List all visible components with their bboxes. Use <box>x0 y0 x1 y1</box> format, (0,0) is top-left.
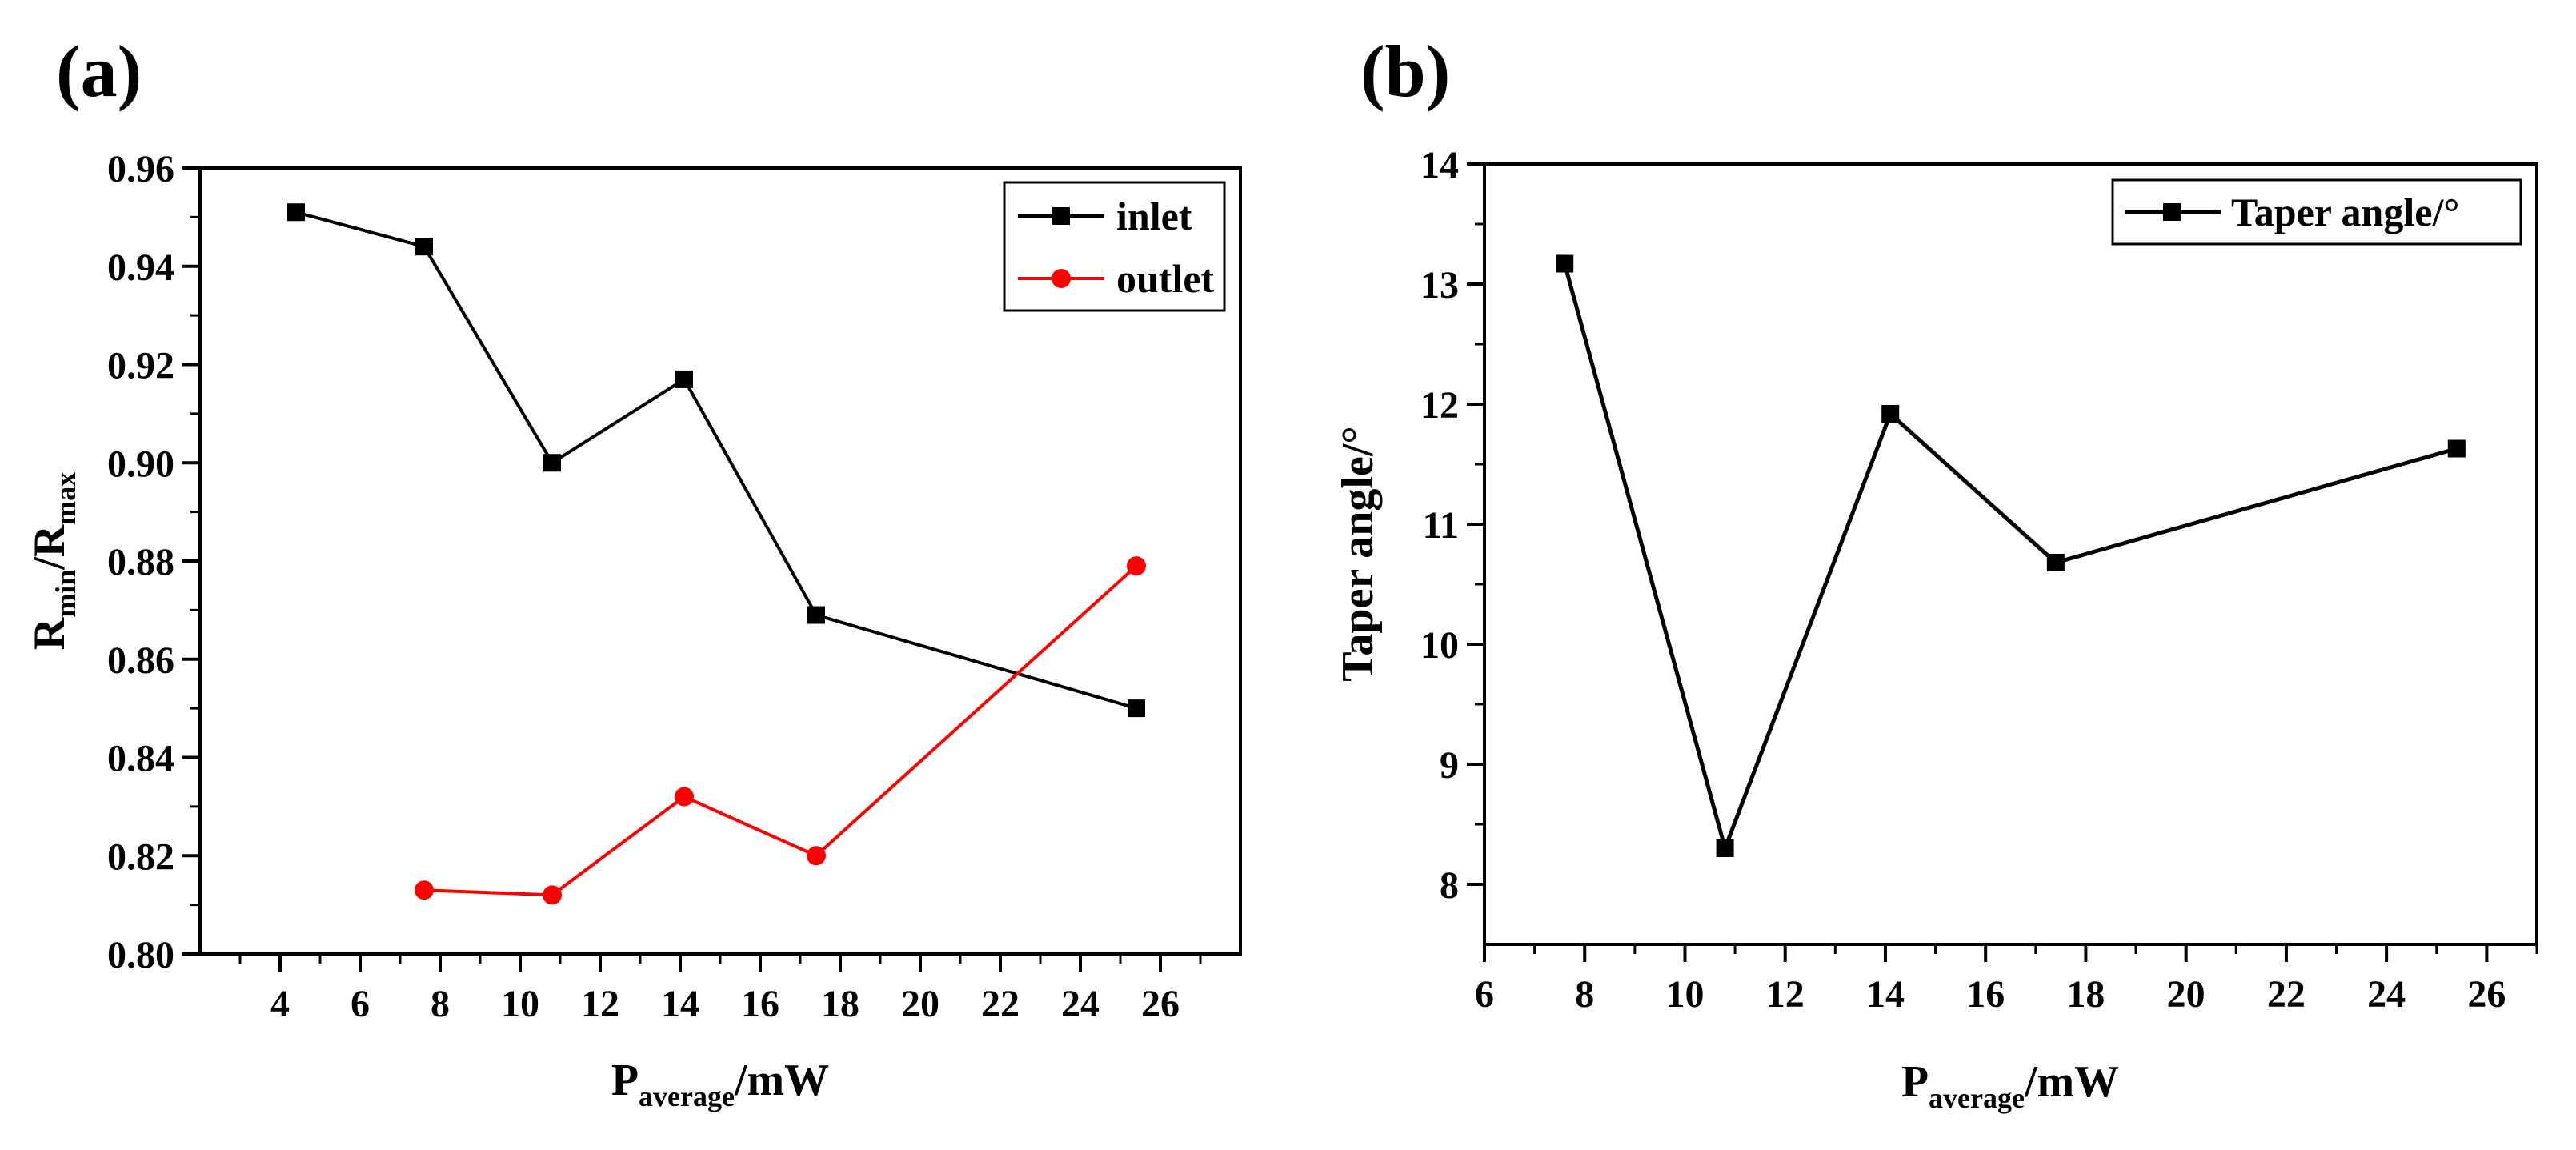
chart-a-xlabel-sub: average <box>639 1080 735 1112</box>
chart-a-ylabel-slash: /R <box>25 524 74 571</box>
chart-b-x-tick-label: 8 <box>1575 973 1594 1016</box>
legend-taper-label: Taper angle/° <box>2231 190 2459 234</box>
chart-a-y-tick-label: 0.82 <box>107 835 174 878</box>
chart-b: 6 8 10 12 14 16 18 20 22 24 26 8 9 10 11 12 13 14 Taper a… <box>1333 144 2538 1114</box>
chart-a-y-tick-label: 0.96 <box>107 148 174 190</box>
chart-b-point-taperangle <box>1556 254 1574 273</box>
chart-a-x-tick-label: 10 <box>501 983 539 1025</box>
chart-a-x-tick-label: 26 <box>1141 983 1180 1025</box>
chart-a-x-tick-label: 6 <box>351 983 370 1025</box>
chart-a-point-inlet <box>1128 699 1145 718</box>
legend-inlet-label: inlet <box>1116 194 1192 238</box>
chart-a-x-axis-title: Paverage/mW <box>611 1056 829 1112</box>
chart-a-xlabel-suffix: /mW <box>734 1056 829 1105</box>
chart-b-y-tick-label: 13 <box>1420 264 1459 307</box>
chart-a-series-line-outlet <box>423 564 1138 897</box>
chart-b-x-tick-label: 16 <box>1966 973 2005 1016</box>
panel-b-label: (b) <box>1360 30 1450 112</box>
chart-a-y-tick-label: 0.80 <box>107 934 174 976</box>
chart-b-y-tick-label: 8 <box>1440 864 1459 907</box>
legend-taper-marker <box>2163 203 2181 221</box>
chart-a-ticks: 4 6 8 10 12 14 16 18 20 22 24 26 0.80 0.82 0.84 0.86 0.8… <box>107 148 1202 1025</box>
chart-a-y-tick-label: 0.94 <box>107 246 174 289</box>
chart-a-point-outlet <box>675 787 694 807</box>
chart-a-y-tick-label: 0.84 <box>107 738 174 780</box>
chart-b-y-tick-label: 10 <box>1420 624 1459 667</box>
chart-a-x-tick-label: 8 <box>431 983 450 1025</box>
legend-inlet-marker <box>1052 207 1070 225</box>
legend-outlet-marker <box>1052 269 1071 288</box>
chart-a-x-tick-label: 24 <box>1061 983 1100 1025</box>
chart-a-x-tick-label: 22 <box>981 983 1020 1025</box>
chart-a-x-tick-label: 16 <box>741 983 779 1025</box>
chart-b-y-axis-title: Taper angle/° <box>1333 426 1383 682</box>
chart-a-point-outlet <box>543 885 562 905</box>
chart-b-xlabel-sub: average <box>1929 1082 2025 1114</box>
chart-a: 4 6 8 10 12 14 16 18 20 22 24 26 0.80 0.82 0.84 0.86 0.8… <box>25 148 1242 1112</box>
chart-b-y-tick-label: 14 <box>1420 144 1459 186</box>
chart-b-x-tick-label: 24 <box>2367 973 2406 1016</box>
chart-b-point-taperangle <box>2447 439 2466 458</box>
chart-a-ylabel-r1: R <box>25 617 74 650</box>
chart-b-legend: Taper angle/° <box>2111 178 2522 246</box>
chart-a-point-inlet <box>675 370 693 388</box>
chart-a-point-inlet <box>543 454 561 472</box>
chart-a-y-axis-title: Rmin/Rmax <box>25 472 82 650</box>
chart-b-x-tick-label: 6 <box>1475 973 1494 1016</box>
chart-a-point-inlet <box>287 203 305 222</box>
chart-a-y-tick-label: 0.88 <box>107 541 174 583</box>
chart-b-x-tick-label: 14 <box>1866 973 1905 1016</box>
chart-b-point-taperangle <box>2046 554 2065 571</box>
chart-b-point-taperangle <box>1716 839 1734 857</box>
chart-a-point-outlet <box>807 846 826 866</box>
chart-a-point-outlet <box>1127 556 1146 576</box>
chart-b-x-tick-label: 26 <box>2467 973 2506 1016</box>
chart-a-ylabel-sub2: max <box>50 472 82 525</box>
chart-a-y-tick-label: 0.86 <box>107 639 174 682</box>
chart-a-x-tick-label: 18 <box>821 983 859 1025</box>
chart-a-x-tick-label: 14 <box>661 983 699 1025</box>
chart-b-plot-frame <box>1483 162 2538 946</box>
chart-b-x-axis-title: Paverage/mW <box>1901 1057 2119 1114</box>
chart-a-point-inlet <box>807 606 825 624</box>
chart-b-y-tick-label: 12 <box>1420 384 1459 427</box>
chart-a-point-outlet <box>415 880 434 900</box>
chart-a-x-tick-label: 20 <box>901 983 939 1025</box>
chart-b-point-taperangle <box>1881 405 1900 423</box>
chart-b-x-tick-label: 10 <box>1665 973 1704 1016</box>
chart-b-y-tick-label: 9 <box>1440 744 1459 787</box>
chart-a-legend: inlet outlet <box>1003 181 1226 312</box>
chart-b-xlabel-suffix: /mW <box>2024 1057 2119 1107</box>
chart-a-y-tick-label: 0.92 <box>107 345 174 387</box>
chart-b-y-tick-label: 11 <box>1423 504 1459 547</box>
chart-b-series-line-taperangle <box>1562 262 2458 855</box>
chart-b-xlabel-main: P <box>1901 1057 1929 1107</box>
chart-a-series <box>287 203 1146 905</box>
chart-b-x-tick-label: 22 <box>2267 973 2306 1016</box>
chart-a-ylabel-sub1: min <box>50 570 82 618</box>
panel-a-label: (a) <box>56 30 142 112</box>
chart-a-point-inlet <box>415 238 433 256</box>
chart-a-legend-box <box>1003 181 1226 312</box>
chart-a-xlabel-main: P <box>611 1056 639 1105</box>
chart-b-x-tick-label: 20 <box>2167 973 2205 1016</box>
legend-outlet-label: outlet <box>1116 256 1215 301</box>
chart-a-x-tick-label: 12 <box>581 983 619 1025</box>
chart-a-series-line-inlet <box>295 210 1137 711</box>
chart-b-x-tick-label: 18 <box>2066 973 2105 1016</box>
chart-b-ticks: 6 8 10 12 14 16 18 20 22 24 26 8 9 10 11 12 13 14 <box>1420 144 2538 1016</box>
chart-a-x-tick-label: 4 <box>270 983 290 1025</box>
chart-b-x-tick-label: 12 <box>1766 973 1805 1016</box>
chart-a-y-tick-label: 0.90 <box>107 443 174 485</box>
chart-b-series <box>1556 254 2466 857</box>
